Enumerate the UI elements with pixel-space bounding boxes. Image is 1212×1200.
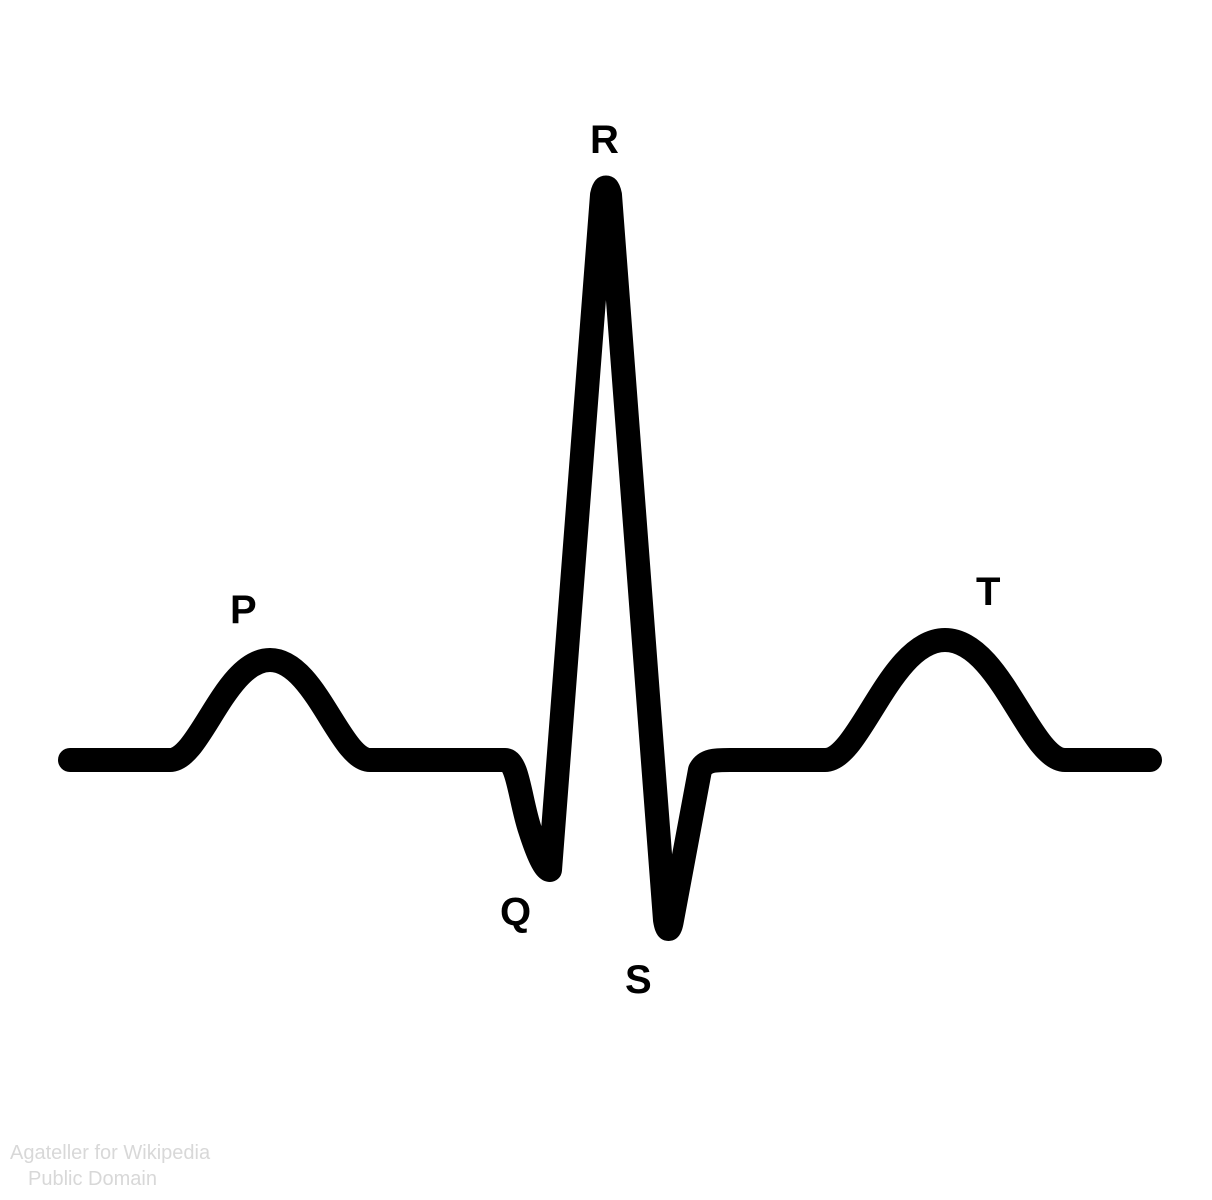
t-wave-label: T xyxy=(976,570,1000,615)
ecg-diagram: P Q R S T Agateller for Wikipedia Public… xyxy=(0,0,1212,1200)
ecg-waveform-svg xyxy=(0,0,1212,1200)
r-wave-label: R xyxy=(590,118,619,163)
attribution-line1: Agateller for Wikipedia xyxy=(10,1140,210,1166)
q-wave-label: Q xyxy=(500,890,531,935)
p-wave-label: P xyxy=(230,588,257,633)
s-wave-label: S xyxy=(625,958,652,1003)
ecg-trace xyxy=(70,188,1150,930)
attribution-line2: Public Domain xyxy=(10,1166,210,1192)
attribution-text: Agateller for Wikipedia Public Domain xyxy=(10,1140,210,1192)
